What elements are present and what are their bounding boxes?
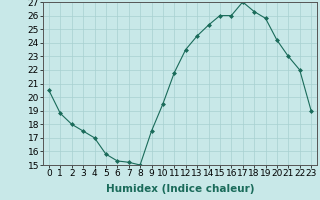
X-axis label: Humidex (Indice chaleur): Humidex (Indice chaleur) [106,184,254,194]
